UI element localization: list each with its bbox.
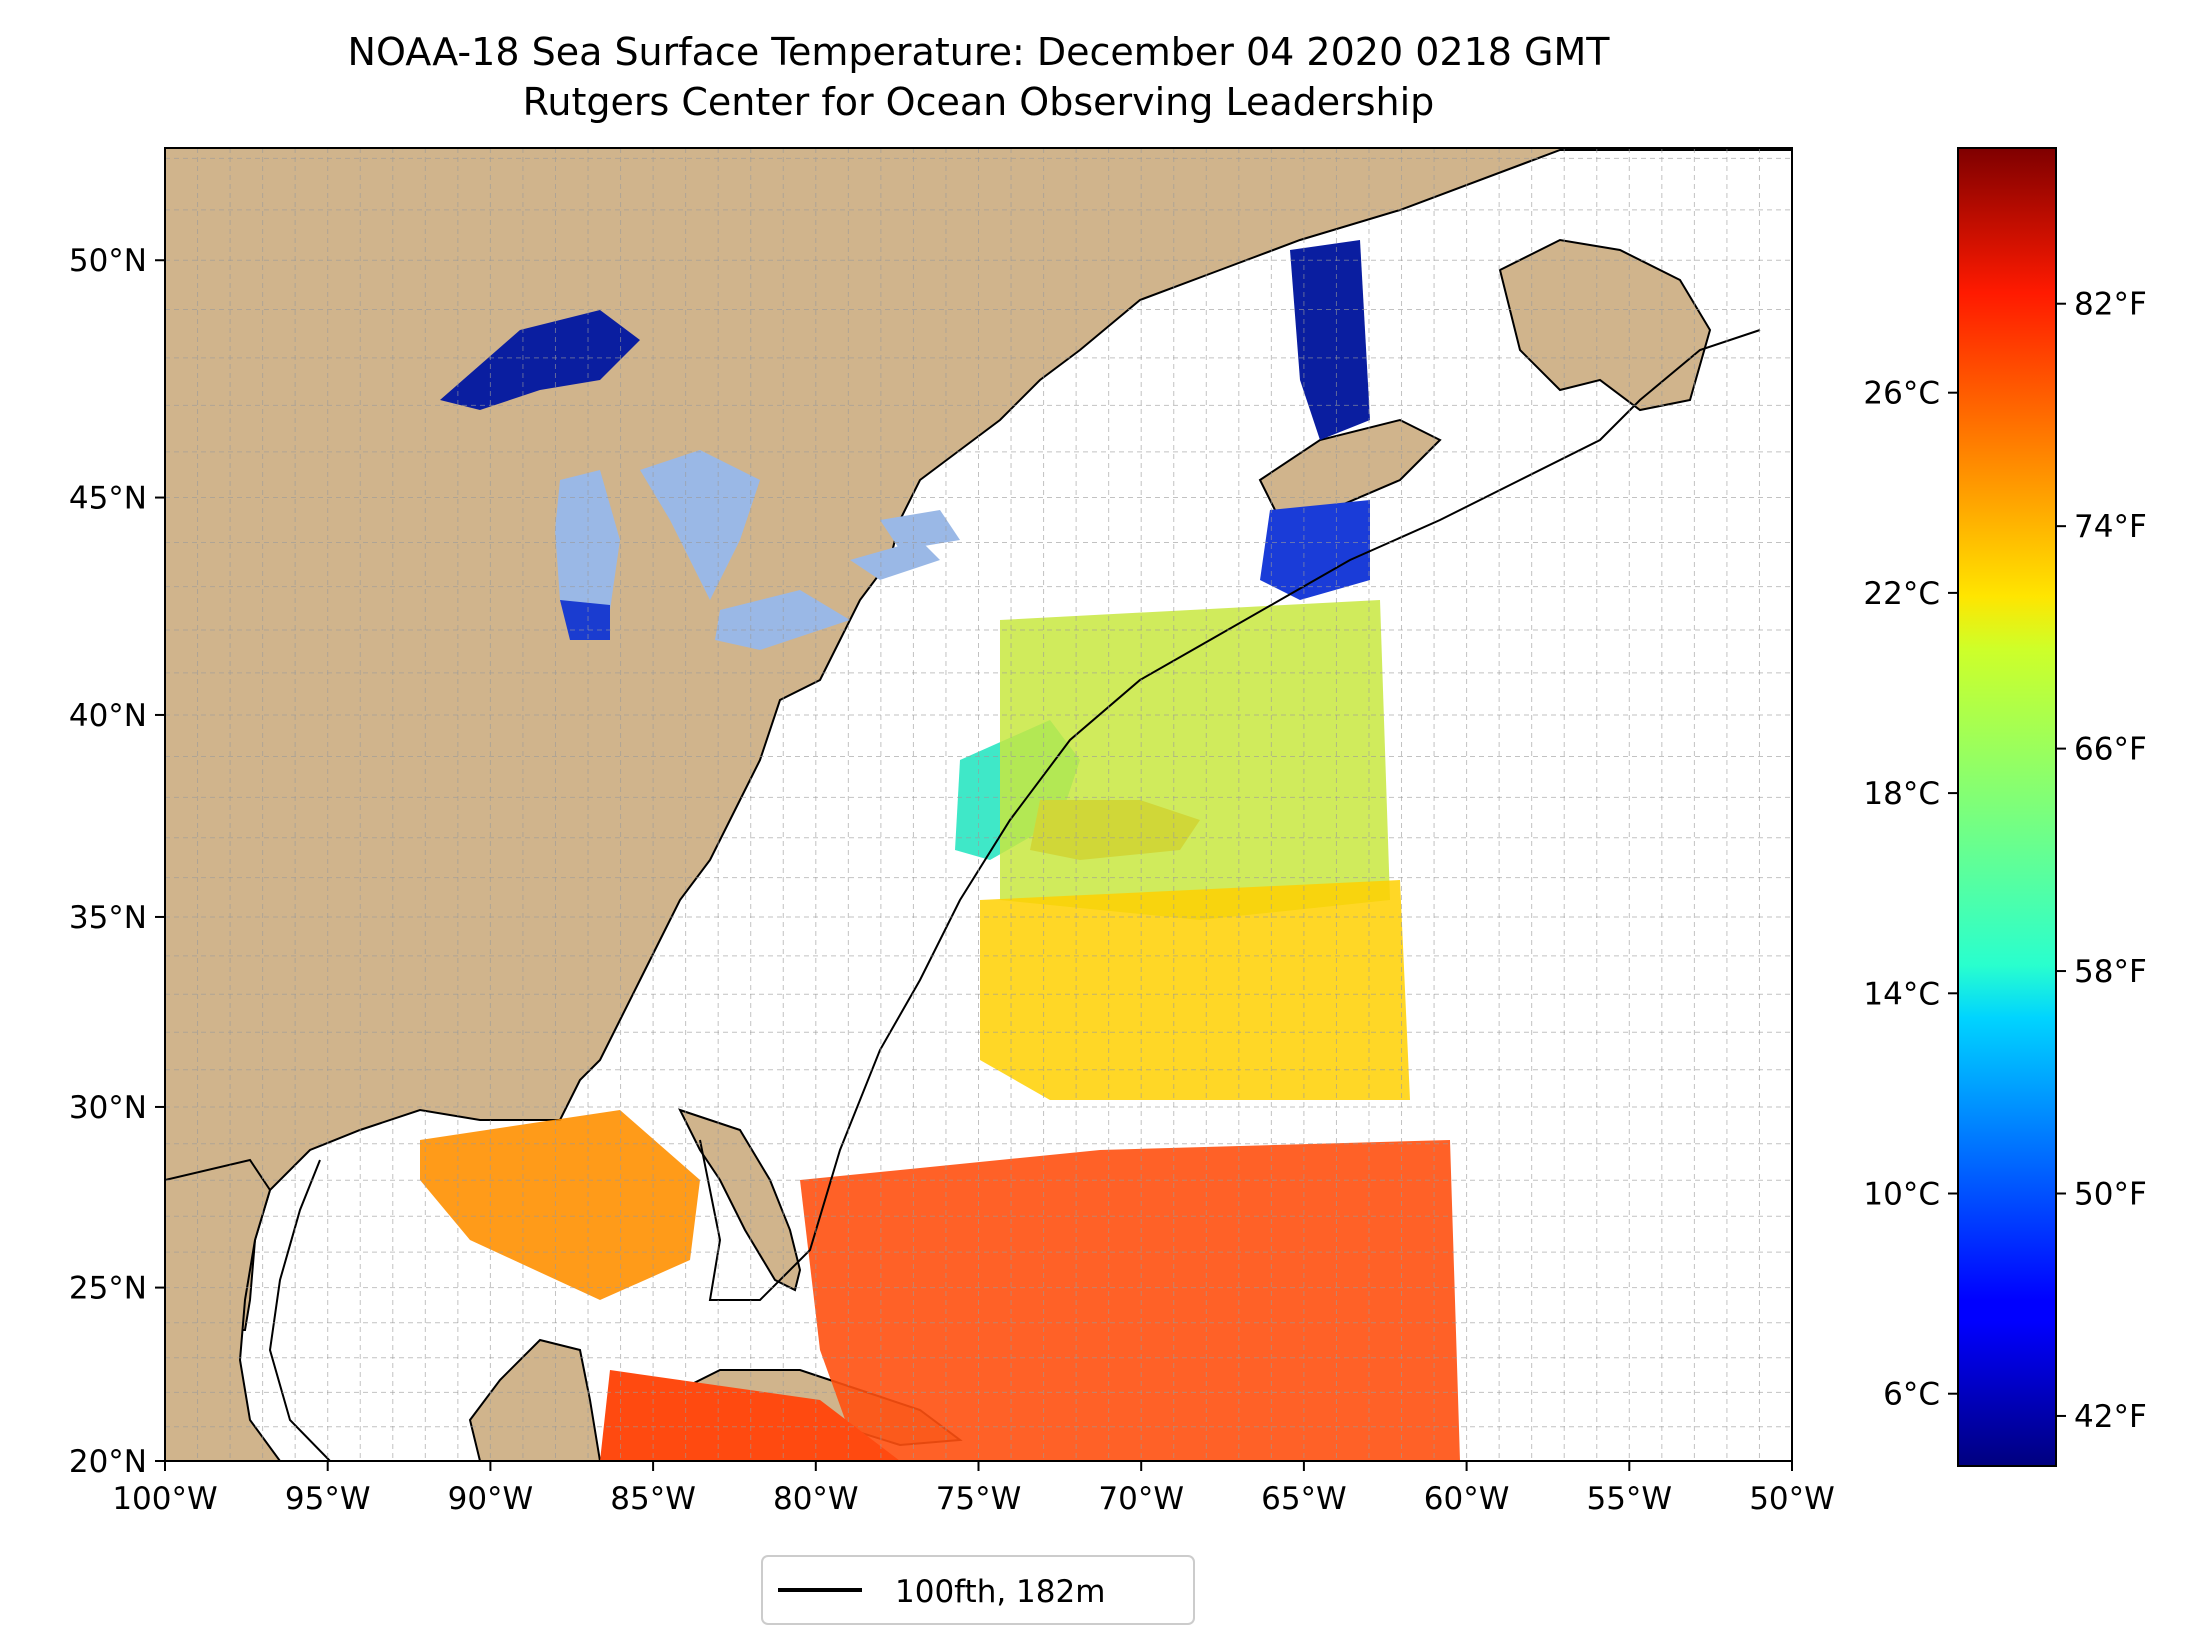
lon-tick-label: 60°W [1424,1481,1510,1517]
lat-tick-label: 30°N [69,1090,147,1126]
longitude-tick-labels: 100°W 95°W 90°W 85°W 80°W 75°W 70°W 65°W 60°W 55°… [112,1461,1835,1517]
lon-tick-label: 75°W [936,1481,1022,1517]
lon-tick-label: 65°W [1261,1481,1347,1517]
north-america-land [165,148,1792,1331]
newfoundland-land [1498,238,1712,412]
colorbar: 6°C 10°C 14°C 18°C 22°C 26°C 42°F 50°F 58°F 66°F… [1863,147,2147,1467]
colorbar-fahrenheit-ticks: 42°F 50°F 58°F 66°F 74°F 82°F [2056,287,2147,1435]
celsius-tick-label: 14°C [1863,976,1940,1012]
lon-tick-label: 90°W [448,1481,534,1517]
florida-land [678,1108,802,1292]
legend: 100fth, 182m [761,1555,1195,1625]
lon-tick-label: 100°W [112,1481,217,1517]
mexico-land [165,1158,282,1461]
lon-tick-label: 50°W [1749,1481,1835,1517]
legend-label: 100fth, 182m [895,1574,1105,1610]
lon-tick-label: 80°W [773,1481,859,1517]
map-area [165,148,1792,1461]
fahrenheit-tick-label: 82°F [2074,287,2147,323]
colorbar-celsius-ticks: 6°C 10°C 14°C 18°C 22°C 26°C [1863,376,1958,1413]
fahrenheit-tick-label: 42°F [2074,1399,2147,1435]
st-lawrence-sst [1290,240,1370,440]
lon-tick-label: 55°W [1586,1481,1672,1517]
lon-tick-label: 85°W [610,1481,696,1517]
fahrenheit-tick-label: 74°F [2074,509,2147,545]
offshore-mixed [1000,600,1390,920]
lat-tick-label: 20°N [69,1444,147,1480]
fahrenheit-tick-label: 58°F [2074,954,2147,990]
lat-tick-label: 50°N [69,243,147,279]
celsius-tick-label: 6°C [1883,1377,1940,1413]
lon-tick-label: 95°W [285,1481,371,1517]
yucatan-land [468,1338,602,1461]
lat-tick-label: 45°N [69,481,147,517]
gulf-of-maine-sst [1260,500,1370,600]
lon-tick-label: 70°W [1098,1481,1184,1517]
fahrenheit-tick-label: 50°F [2074,1177,2147,1213]
celsius-tick-label: 10°C [1863,1177,1940,1213]
caribbean-warm [600,1370,900,1461]
legend-box [761,1555,1195,1625]
fahrenheit-tick-label: 66°F [2074,732,2147,768]
lat-tick-label: 35°N [69,900,147,936]
celsius-tick-label: 22°C [1863,576,1940,612]
celsius-tick-label: 18°C [1863,776,1940,812]
colorbar-gradient [1957,147,2057,1467]
chart-subtitle: Rutgers Center for Ocean Observing Leade… [522,80,1435,124]
latitude-tick-labels: 20°N 25°N 30°N 35°N 40°N 45°N 50°N [69,243,165,1480]
lat-tick-label: 40°N [69,698,147,734]
chart-title: NOAA-18 Sea Surface Temperature: Decembe… [347,30,1610,74]
celsius-tick-label: 26°C [1863,376,1940,412]
isobath-100fth [268,329,1761,1461]
latitude-gridlines [165,157,1792,1462]
lat-tick-label: 25°N [69,1271,147,1307]
offshore-yellow [980,880,1410,1100]
south-warm [800,1140,1460,1461]
